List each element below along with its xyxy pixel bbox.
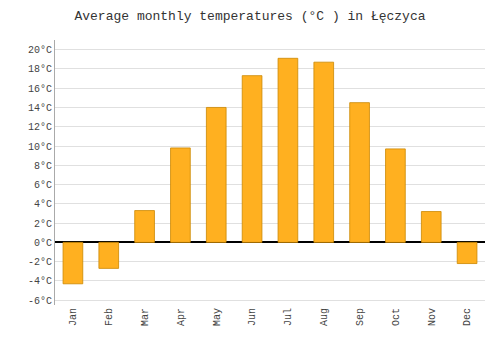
svg-text:0°C: 0°C <box>34 238 52 249</box>
svg-text:Aug: Aug <box>319 308 330 326</box>
svg-text:Mar: Mar <box>140 308 151 326</box>
svg-text:Apr: Apr <box>176 308 187 326</box>
svg-text:20°C: 20°C <box>28 45 52 56</box>
svg-text:Jan: Jan <box>68 308 79 326</box>
svg-text:14°C: 14°C <box>28 103 52 114</box>
svg-text:Feb: Feb <box>104 308 115 326</box>
svg-text:Jun: Jun <box>247 308 258 326</box>
svg-text:Jul: Jul <box>283 308 294 326</box>
svg-text:-6°C: -6°C <box>28 296 52 307</box>
svg-text:4°C: 4°C <box>34 199 52 210</box>
svg-text:Sep: Sep <box>355 308 366 326</box>
svg-text:-2°C: -2°C <box>28 257 52 268</box>
svg-text:10°C: 10°C <box>28 142 52 153</box>
svg-text:6°C: 6°C <box>34 180 52 191</box>
svg-text:18°C: 18°C <box>28 64 52 75</box>
svg-text:May: May <box>212 308 223 326</box>
svg-text:-4°C: -4°C <box>28 276 52 287</box>
svg-text:Nov: Nov <box>427 308 438 326</box>
svg-text:12°C: 12°C <box>28 122 52 133</box>
svg-text:2°C: 2°C <box>34 219 52 230</box>
svg-text:16°C: 16°C <box>28 84 52 95</box>
svg-text:Dec: Dec <box>462 308 473 326</box>
svg-text:8°C: 8°C <box>34 161 52 172</box>
svg-text:Average monthly temperatures (: Average monthly temperatures (°C ) in Łę… <box>74 9 425 24</box>
svg-text:Oct: Oct <box>391 308 402 326</box>
